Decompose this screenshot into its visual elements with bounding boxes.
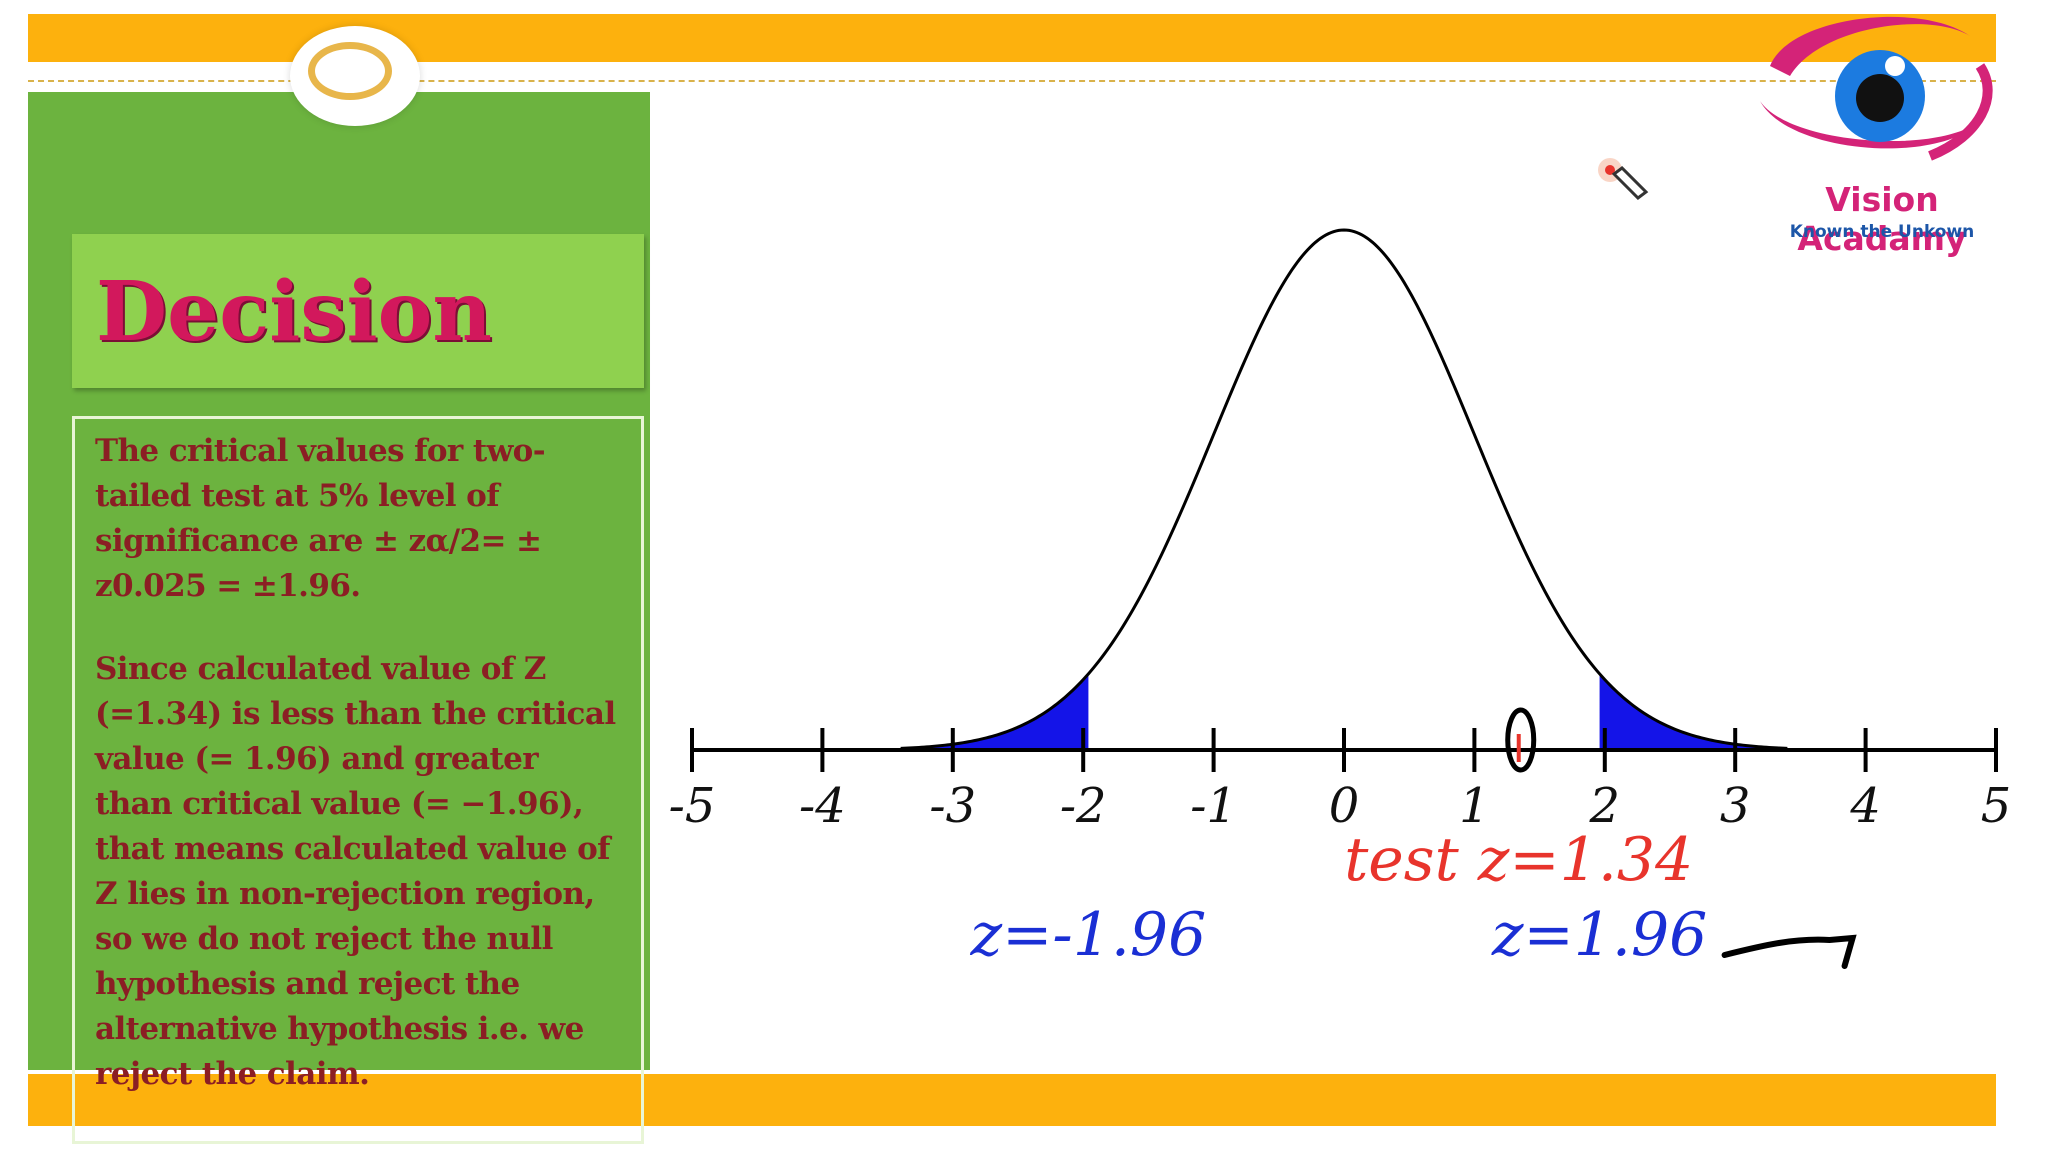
annotation-1: z=-1.96 [970,900,1207,970]
x-tick-label--4: -4 [799,778,846,834]
x-tick-label-3: 3 [1720,778,1751,834]
slide-title: Decision [96,264,492,360]
left-green-panel: Decision The critical values for two-tai… [28,92,650,1144]
x-tick-label-0: 0 [1329,778,1360,834]
x-tick-label-5: 5 [1981,778,2012,834]
explanation-box: The critical values for two-tailed test … [72,416,644,1144]
x-tick-label-2: 2 [1589,778,1621,834]
pen-cursor-icon [1598,158,1649,200]
x-tick-label--2: -2 [1060,778,1107,834]
x-tick-label-4: 4 [1849,778,1881,834]
x-tick-label--3: -3 [929,778,976,834]
conclusion-paragraph: Since calculated value of Z (=1.34) is l… [95,651,616,1092]
annotation-0: test z=1.34 [1344,825,1693,895]
title-box: Decision [72,234,644,388]
annotation-2: z=1.96 [1491,900,1707,970]
bottom-orange-bar [28,1074,1996,1126]
shaded-tail-1 [1599,673,1788,750]
logo-name: Vision Acadamy [1797,180,1967,258]
top-dashed-divider [28,80,1996,82]
handdrawn-arrow [1721,934,1857,969]
normal-curve [900,228,1788,750]
critical-values-paragraph: The critical values for two-tailed test … [95,433,546,604]
x-tick-label--5: -5 [669,778,716,834]
shaded-tail-0 [900,673,1089,750]
logo-tagline: Known the Unkown [1789,222,1975,242]
x-tick-label-1: 1 [1459,778,1490,834]
test-z-circle [1505,707,1537,773]
normal-distribution-chart: -5 -4 -3 -2 -1 0 1 2 3 4 5 test z=1.34 z=-1.96 z=1.96 [669,228,2012,970]
ring-ornament [290,26,420,126]
x-tick-label--1: -1 [1190,778,1237,834]
eye-logo-icon [1760,16,1993,161]
